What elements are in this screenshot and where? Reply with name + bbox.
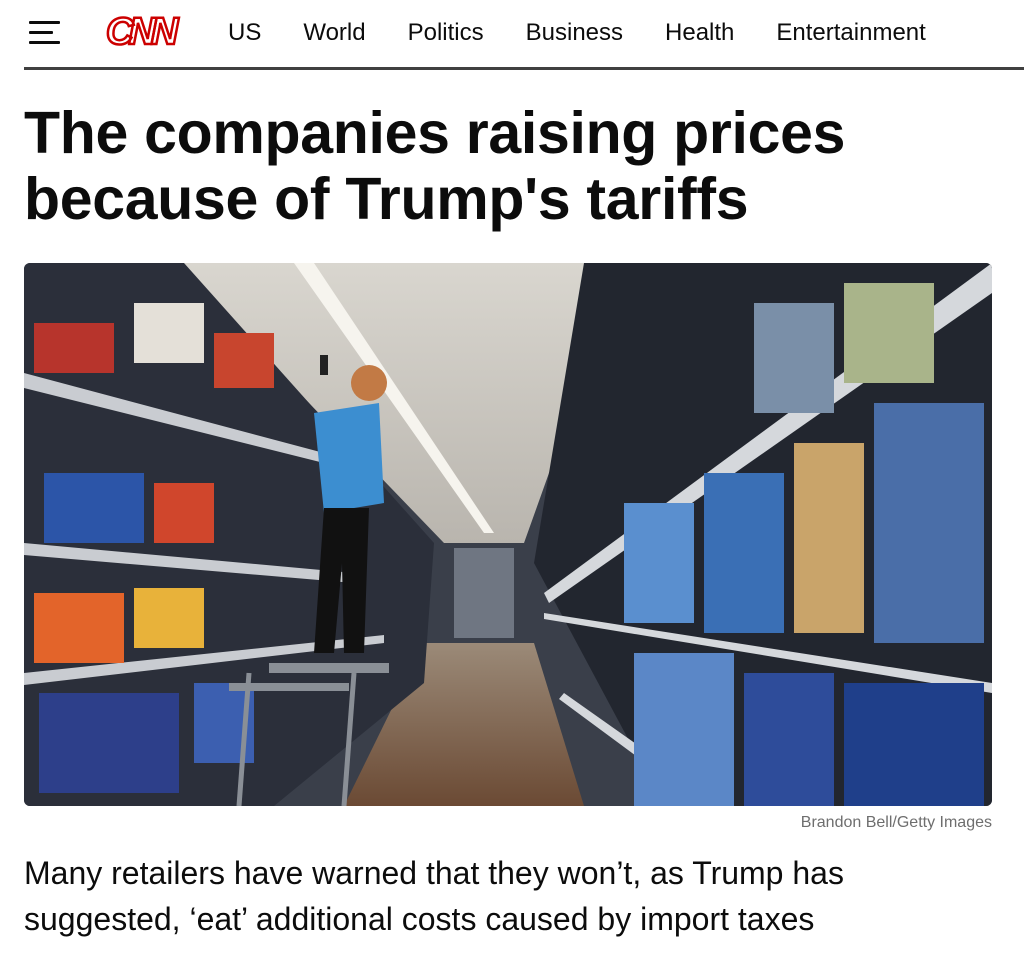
nav-link[interactable]: World [303, 19, 366, 46]
nav-link[interactable]: Entertainment [776, 19, 926, 46]
site-header: CNN US World Politics Business Health En… [0, 0, 1024, 70]
nav-link[interactable]: Health [665, 19, 735, 46]
nav-link[interactable]: Politics [407, 19, 484, 46]
logo[interactable]: CNN [105, 11, 180, 54]
subheadline: Many retailers have warned that they won… [24, 855, 844, 937]
image-scene [24, 263, 992, 806]
image-credit: Brandon Bell/Getty Images [800, 814, 992, 831]
menu-button[interactable] [29, 21, 60, 45]
headline: The companies raising prices because of … [24, 100, 846, 232]
divider [24, 67, 1024, 70]
article-image[interactable] [24, 263, 992, 806]
nav-link[interactable]: US [228, 19, 262, 46]
nav-link[interactable]: Business [525, 19, 624, 46]
nav-bar: US World Politics Business Health Entert… [228, 18, 968, 48]
